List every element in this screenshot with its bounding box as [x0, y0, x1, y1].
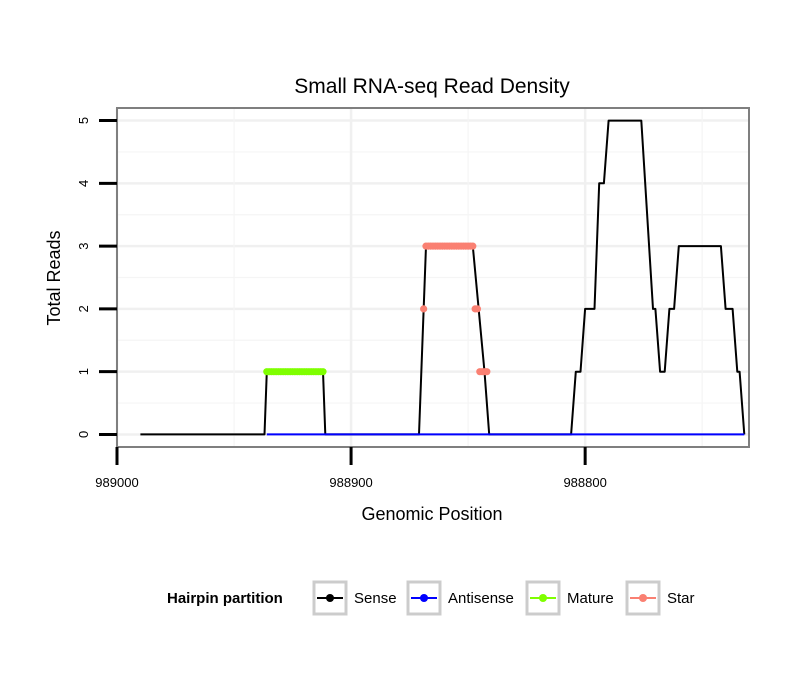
star-point — [483, 368, 491, 376]
y-tick-label: 5 — [76, 117, 91, 124]
x-axis-title: Genomic Position — [361, 504, 502, 524]
legend-label-star: Star — [667, 590, 695, 607]
y-tick-label: 3 — [76, 242, 91, 249]
legend-marker-mature — [539, 594, 547, 602]
legend-title: Hairpin partition — [167, 590, 283, 607]
x-tick-label: 989000 — [95, 475, 138, 490]
legend-marker-star — [639, 594, 647, 602]
star-point — [420, 305, 428, 313]
plot-area: 0 1 2 3 4 5 989000 988900 988800 — [76, 107, 750, 490]
y-tick-label: 2 — [76, 305, 91, 312]
legend-marker-sense — [326, 594, 334, 602]
plot-border — [116, 107, 750, 448]
star-point — [473, 305, 482, 313]
legend-label-sense: Sense — [354, 590, 397, 607]
star-point — [469, 242, 477, 250]
legend-label-mature: Mature — [567, 590, 614, 607]
y-tick-label: 0 — [76, 431, 91, 438]
x-tick-label: 988800 — [563, 475, 606, 490]
mature-point — [319, 368, 327, 376]
y-axis-title: Total Reads — [44, 230, 64, 325]
legend: Hairpin partition Sense Antisense Mature Sta… — [167, 580, 695, 616]
y-tick-label: 1 — [76, 368, 91, 375]
chart-title: Small RNA-seq Read Density — [294, 75, 570, 98]
legend-marker-antisense — [420, 594, 428, 602]
y-tick-label: 4 — [76, 180, 91, 187]
x-tick-label: 988900 — [329, 475, 372, 490]
sense-series-line — [140, 119, 746, 436]
legend-label-antisense: Antisense — [448, 590, 514, 607]
